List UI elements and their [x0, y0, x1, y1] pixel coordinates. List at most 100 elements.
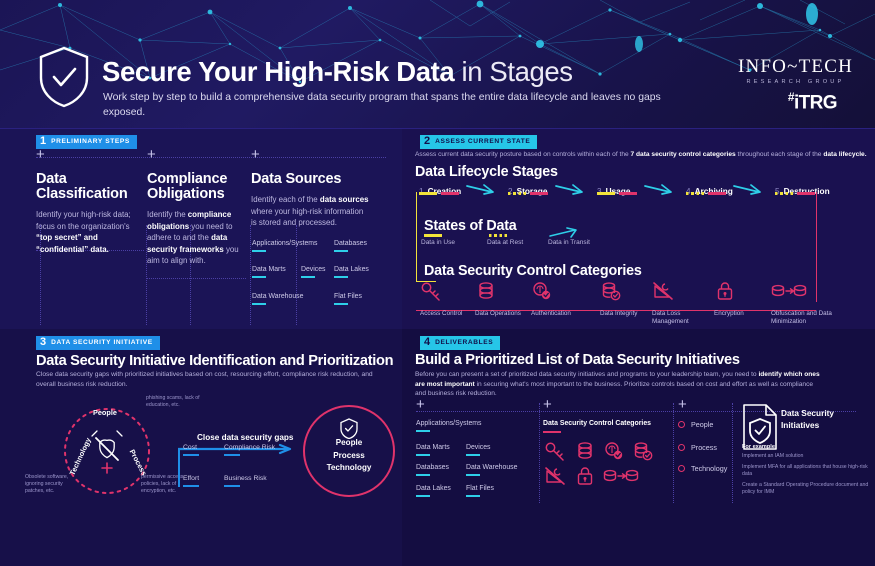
deliverable-source-chip[interactable]: Flat Files	[466, 485, 494, 498]
database-check-icon[interactable]	[632, 441, 654, 461]
deliverable-source-chip[interactable]: Databases	[416, 464, 449, 477]
data-source-chip[interactable]: Data Marts	[252, 266, 286, 279]
factor-business-risk[interactable]: Business Risk	[224, 475, 267, 488]
category-data-operations[interactable]: Data Operations	[475, 281, 535, 318]
chip-underline	[416, 430, 430, 433]
body-text: where your high-risk information is stor…	[251, 206, 364, 228]
deliverable-source-chip[interactable]: Data Warehouse	[466, 464, 517, 477]
data-source-chip[interactable]: Databases	[334, 240, 367, 253]
plus-icon: +	[543, 396, 552, 413]
lifecycle-stage-archiving[interactable]: 4Archiving	[686, 181, 733, 199]
assess-intro-text: Assess current data security posture bas…	[415, 150, 870, 160]
body-text-bold: “top secret” and “confidential” data.	[36, 233, 109, 254]
database-icon[interactable]	[574, 441, 596, 461]
deliverable-categories-heading: Data Security Control Categories	[543, 420, 651, 427]
chip-underline	[334, 276, 348, 279]
data-source-chip[interactable]: Devices	[301, 266, 326, 279]
factor-cost[interactable]: Cost	[183, 444, 199, 457]
body-text: Before you can present a set of prioriti…	[415, 371, 759, 378]
category-obfuscation-data-minimization[interactable]: Obfuscation and Data Minimization	[771, 281, 841, 327]
no-leak-icon[interactable]	[544, 466, 566, 486]
lifecycle-stage-destruction[interactable]: 5Destruction	[775, 181, 830, 199]
chip-underline	[466, 454, 480, 457]
stage-marker-pink	[708, 192, 726, 195]
chip-underline	[416, 495, 430, 498]
chip-underline	[334, 303, 348, 306]
category-data-integrity[interactable]: Data Integrity	[600, 281, 660, 318]
data-transform-icon[interactable]	[603, 466, 639, 486]
factor-effort[interactable]: Effort	[183, 475, 199, 488]
plus-icon: +	[251, 146, 260, 163]
factor-underline	[183, 485, 199, 488]
outcome-line: Process	[333, 450, 365, 460]
deliverable-source-chip[interactable]: Data Marts	[416, 444, 450, 457]
stage-marker-pink	[797, 192, 815, 195]
key-icon[interactable]	[544, 441, 566, 461]
chip-underline	[252, 250, 266, 253]
lifecycle-stage-usage[interactable]: 3Usage	[597, 181, 630, 199]
state-label: Data in Transit	[548, 239, 590, 246]
intro-text: throughout each stage of the	[735, 151, 824, 158]
factor-label: Compliance Risk	[224, 444, 275, 451]
quadrant-assess-current-state	[402, 129, 875, 329]
stage-name: Storage	[516, 186, 548, 196]
fingerprint-check-icon[interactable]	[603, 441, 625, 461]
plus-icon: +	[147, 146, 156, 163]
state-label: Data at Rest	[487, 239, 524, 246]
deliverable-process[interactable]: Process	[678, 443, 717, 452]
stage-marker-dotted	[508, 192, 526, 195]
lifecycle-stage-storage[interactable]: 2Storage	[508, 181, 547, 199]
data-source-chip[interactable]: Applications/Systems	[252, 240, 318, 253]
body-text: you need to adhere to and the	[147, 221, 233, 243]
data-source-chip[interactable]: Data Warehouse	[252, 293, 303, 306]
stage-marker-yellow	[419, 192, 437, 195]
bracket-bottom-right	[416, 310, 816, 312]
stage-number: 2	[508, 187, 513, 196]
factor-compliance-risk[interactable]: Compliance Risk	[224, 444, 275, 457]
body-text: Identify each of the	[251, 195, 320, 204]
deliverable-source-chip[interactable]: Applications/Systems	[416, 420, 482, 433]
category-access-control[interactable]: Access Control	[420, 281, 480, 318]
state-data-in-transit[interactable]: Data in Transit	[548, 239, 590, 246]
badge-number: 4	[424, 336, 431, 348]
page-title-bold: Secure Your High-Risk Data	[102, 56, 455, 87]
state-data-at-rest[interactable]: Data at Rest	[487, 239, 523, 246]
badge-assess-current-state: 2 ASSESS CURRENT STATE	[420, 131, 538, 149]
factor-bracket	[178, 449, 180, 487]
arrow-icon	[644, 184, 672, 195]
deliverable-people[interactable]: People	[678, 420, 713, 429]
dotted-guide	[36, 250, 144, 251]
document-shield-icon	[743, 404, 777, 450]
factor-label: Business Risk	[224, 475, 267, 482]
deliverable-technology[interactable]: Technology	[678, 464, 727, 473]
plus-icon: +	[678, 396, 687, 413]
lifecycle-stage-creation[interactable]: 1Creation	[419, 181, 461, 199]
bracket-right	[816, 192, 818, 302]
data-source-chip[interactable]: Data Lakes	[334, 266, 369, 279]
category-authentication[interactable]: Authentication	[531, 281, 591, 318]
body-text-bold: identify which ones are most important	[415, 371, 820, 388]
stage-name: Creation	[427, 186, 462, 196]
example-item: Implement MFA for all applications that …	[742, 464, 868, 477]
deliverable-source-chip[interactable]: Devices	[466, 444, 491, 457]
bullet-dot-icon	[678, 421, 685, 428]
initiative-heading: Data Security Initiative Identification …	[36, 353, 394, 369]
state-data-in-use[interactable]: Data in Use	[421, 239, 455, 246]
arrow-icon	[555, 184, 583, 195]
lock-icon[interactable]	[574, 466, 596, 486]
category-data-loss-management[interactable]: Data Loss Management	[652, 281, 712, 327]
body-text: Identify the	[147, 210, 188, 219]
column-body: Identify your high-risk data; focus on t…	[36, 209, 136, 255]
arrow-icon	[178, 443, 292, 455]
chip-underline	[252, 303, 266, 306]
lock-icon	[717, 282, 733, 300]
column-body: Identify the compliance obligations you …	[147, 209, 247, 267]
outcome-circle	[303, 405, 395, 497]
fingerprint-check-icon	[533, 282, 551, 300]
data-source-chip[interactable]: Flat Files	[334, 293, 362, 306]
stage-marker-dotted	[775, 192, 793, 195]
deliverable-source-chip[interactable]: Data Lakes	[416, 485, 451, 498]
category-encryption[interactable]: Encryption	[714, 281, 774, 318]
shield-check-icon	[340, 418, 358, 439]
badge-label: DATA SECURITY INITIATIVE	[51, 339, 153, 346]
